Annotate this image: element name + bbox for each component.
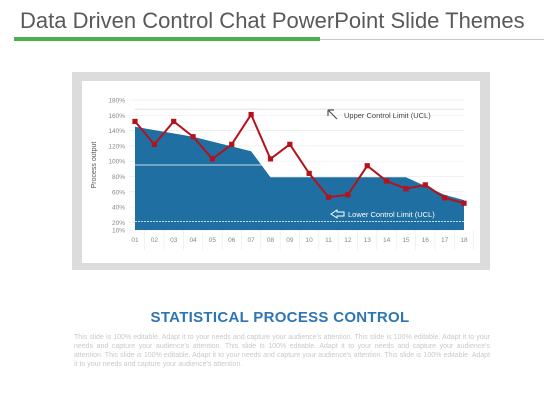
x-tick-label: 09: [286, 237, 294, 244]
data-point-18: [461, 200, 467, 206]
x-tick-label: 10: [306, 237, 314, 244]
y-tick-label: 10%: [112, 228, 125, 235]
data-point-10: [306, 170, 312, 177]
lcl-label: Lower Control Limit (UCL): [348, 210, 435, 219]
title-accent-bar: [14, 37, 320, 41]
x-tick-label: 08: [267, 237, 275, 244]
slide-title: Data Driven Control Chat PowerPoint Slid…: [20, 8, 525, 33]
x-tick-label: 12: [344, 237, 352, 244]
y-tick-label: 40%: [112, 205, 125, 212]
x-tick-label: 07: [248, 237, 256, 244]
data-point-15: [403, 186, 409, 192]
x-tick-label: 18: [460, 237, 468, 244]
y-tick-label: 140%: [108, 128, 125, 135]
data-point-06: [229, 141, 235, 147]
data-point-16: [422, 182, 428, 188]
x-tick-label: 11: [325, 237, 332, 244]
x-tick-label: 03: [170, 237, 178, 244]
data-point-11: [325, 194, 332, 200]
ucl-annotation: Upper Control Limit (UCL): [327, 109, 431, 120]
arrow-up-left-icon: [327, 109, 338, 120]
y-tick-label: 120%: [108, 143, 125, 150]
x-tick-label: 14: [383, 237, 391, 244]
data-point-05: [209, 156, 216, 162]
x-tick-label: 16: [422, 237, 430, 244]
line-series: [134, 112, 465, 205]
x-tick-labels: 01 02 03 04 05 06 07 08 09 10 11 12 13 14 15 16 17 18: [131, 237, 468, 244]
control-chart: 10%20% 40% 60% 80% 100% 120% 140% 160% 180% 01 02…: [82, 81, 480, 263]
area-series: [135, 126, 464, 230]
x-tick-label: 17: [441, 237, 449, 244]
lcl-annotation: Lower Control Limit (UCL): [330, 209, 435, 219]
data-point-01: [132, 118, 138, 125]
x-tick-label: 02: [151, 237, 159, 244]
x-tick-label: 13: [364, 237, 372, 244]
x-tick-label: 06: [228, 237, 236, 244]
x-tick-label: 01: [131, 237, 139, 244]
y-tick-label: 100%: [108, 159, 125, 166]
data-points: [132, 111, 467, 206]
y-tick-labels: 10%20% 40% 60% 80% 100% 120% 140% 160% 180%: [108, 98, 125, 235]
body-paragraph: This slide is 100% editable. Adapt it to…: [74, 334, 490, 368]
data-point-17: [442, 195, 448, 201]
chart-frame: 10% 20% 40% 60% 80% 100% 120% 140% 160% 180% 01 02…: [72, 72, 490, 270]
data-point-14: [383, 178, 390, 184]
data-point-13: [364, 163, 370, 169]
y-tick-label: 80%: [112, 174, 125, 181]
data-point-04: [190, 134, 196, 140]
section-heading: STATISTICAL PROCESS CONTROL: [150, 309, 410, 326]
x-tick-label: 15: [402, 237, 410, 244]
data-point-08: [267, 156, 274, 162]
y-tick-label: 180%: [108, 98, 125, 105]
x-tick-label: 05: [209, 237, 217, 244]
arrow-left-icon: [330, 209, 345, 219]
y-axis-label: Process output: [91, 142, 98, 189]
y-tick-label: 60%: [112, 189, 125, 196]
data-point-12: [345, 192, 351, 198]
area-fill: [135, 126, 464, 230]
data-point-07: [248, 111, 254, 118]
ucl-label: Upper Control Limit (UCL): [344, 111, 431, 120]
x-tick-label: 04: [189, 237, 197, 244]
data-point-09: [287, 141, 293, 147]
control-limit-lines: [135, 108, 464, 222]
y-tick-label: 20%: [112, 220, 125, 227]
data-point-03: [171, 118, 177, 125]
data-point-02: [151, 141, 157, 147]
series-line: [134, 112, 465, 205]
y-tick-label: 160%: [108, 113, 125, 120]
